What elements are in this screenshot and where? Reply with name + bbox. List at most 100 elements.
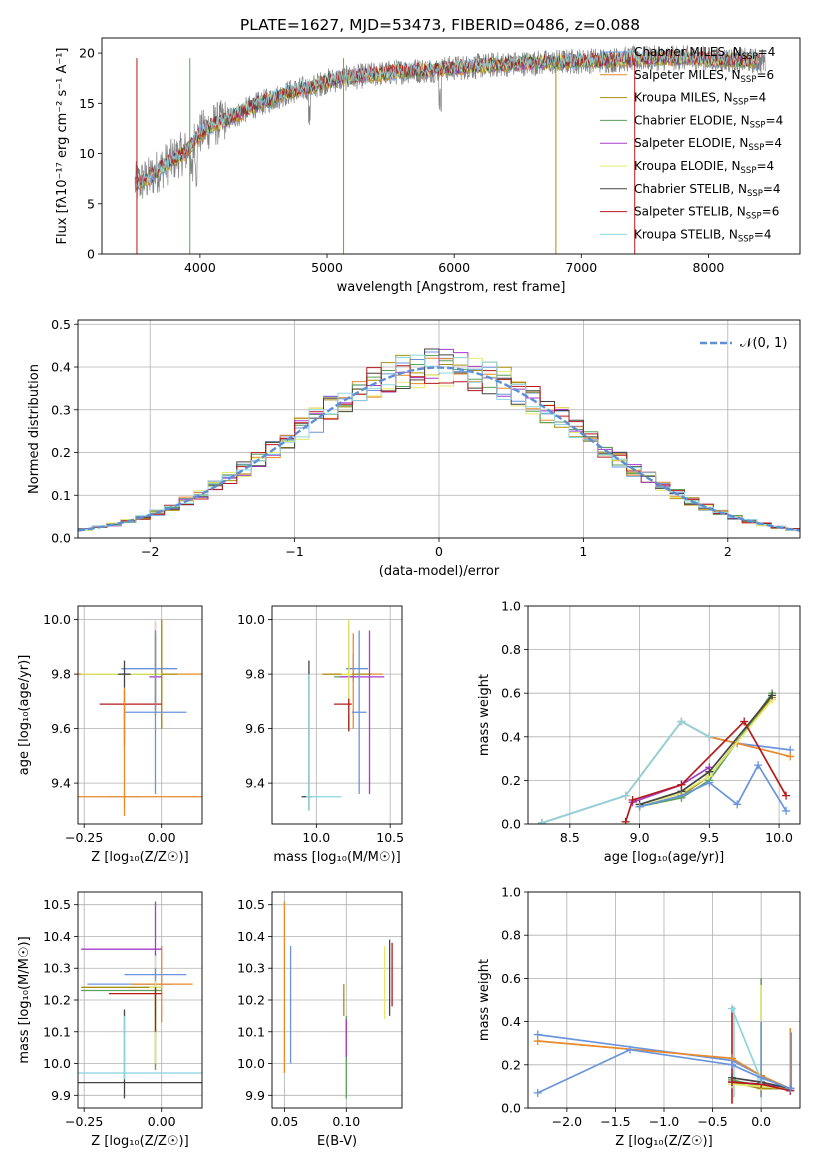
weight-marker — [621, 817, 630, 824]
errorbar-point — [351, 630, 367, 795]
y-tick-label: 10.2 — [237, 993, 265, 1008]
weight-marker — [768, 691, 777, 700]
weight-marker — [626, 1045, 634, 1054]
errorbar-point — [341, 619, 352, 715]
weight-marker — [782, 806, 791, 815]
y-tick-label: 1.0 — [501, 885, 521, 900]
x-tick-label: −2.0 — [552, 1114, 582, 1129]
age-vs-z-panel — [74, 606, 202, 828]
residuals-panel — [74, 320, 800, 542]
y-tick-label: 0.4 — [501, 1014, 521, 1029]
errorbar-point — [339, 630, 385, 795]
x-tick-label: 7000 — [565, 260, 597, 275]
x-axis-label: Z [log₁₀(Z/Z☉)] — [91, 850, 188, 865]
x-tick-label: 2 — [724, 544, 732, 559]
errorbar-point — [121, 635, 178, 702]
errorbar-point — [130, 946, 193, 1023]
weight-marker — [782, 791, 791, 800]
y-tick-label: 9.4 — [51, 776, 71, 791]
x-tick-label: 0.00 — [148, 1114, 176, 1129]
errorbar-point — [81, 984, 162, 1070]
model-spectrum — [135, 48, 760, 188]
y-tick-label: 0.0 — [501, 1101, 521, 1116]
legend-entry: Salpeter STELIB, NSSP=6 — [634, 205, 779, 222]
y-tick-label: 5 — [87, 196, 95, 211]
histograms — [78, 348, 800, 532]
errorbar-point — [124, 968, 187, 981]
x-tick-label: 0.05 — [270, 1114, 298, 1129]
axes-frame — [77, 319, 801, 539]
legend-entry: Kroupa ELODIE, NSSP=4 — [634, 159, 774, 176]
errorbar-point — [305, 674, 342, 811]
weight-lines — [537, 689, 795, 824]
x-tick-label: 8000 — [693, 260, 725, 275]
mass-vs-ebv-panel — [268, 892, 402, 1112]
weight-marker — [754, 761, 763, 770]
y-tick-label: 0.2 — [501, 1057, 521, 1072]
histogram-step — [78, 365, 800, 530]
x-tick-label: 10.5 — [376, 830, 404, 845]
y-axis-label: age [log₁₀(age/yr)] — [17, 655, 32, 776]
errorbar-point — [78, 1015, 202, 1080]
weight-series — [639, 694, 773, 806]
x-tick-label: 0.10 — [332, 1114, 360, 1129]
x-tick-label: 10.0 — [302, 830, 330, 845]
histogram-step — [78, 354, 800, 531]
errorbar-point — [99, 690, 162, 745]
y-tick-label: 10 — [79, 146, 95, 161]
legend-entry: Chabrier STELIB, NSSP=4 — [634, 182, 781, 199]
x-axis-label: Z [log₁₀(Z/Z☉)] — [615, 1134, 712, 1149]
weight-marker — [635, 802, 644, 811]
y-tick-label: 9.9 — [245, 1088, 265, 1103]
weight-series — [731, 1008, 762, 1081]
y-tick-label: 0.0 — [501, 817, 521, 832]
errorbars — [301, 619, 385, 811]
age-vs-mass-panel — [268, 606, 402, 828]
y-tick-label: 10.0 — [43, 612, 71, 627]
errorbar-point — [78, 1009, 202, 1099]
y-tick-label: 10.5 — [237, 897, 265, 912]
x-axis-label: E(B-V) — [317, 1134, 357, 1149]
weight-marker — [705, 767, 714, 776]
errorbars — [283, 901, 393, 1099]
errorbar-point — [81, 901, 162, 956]
y-tick-label: 10.5 — [43, 897, 71, 912]
legend-entry: 𝒩(0, 1) — [740, 336, 787, 351]
x-tick-label: 10.0 — [765, 830, 793, 845]
weight-marker — [677, 717, 686, 726]
weight-marker — [786, 752, 795, 761]
gaussian-curve — [78, 366, 800, 532]
y-axis-label: mass weight — [477, 674, 492, 756]
axes-frame — [271, 605, 403, 825]
x-tick-label: 4000 — [184, 260, 216, 275]
weight-marker — [740, 717, 749, 726]
y-tick-label: 9.8 — [51, 667, 71, 682]
mass-vs-z-panel — [74, 892, 202, 1112]
weight-series — [639, 763, 787, 812]
weight-marker — [621, 791, 630, 800]
weight-marker — [705, 778, 714, 787]
y-tick-label: 9.6 — [245, 721, 265, 736]
legend-entry: Chabrier ELODIE, NSSP=4 — [634, 113, 783, 130]
legend-entry: Salpeter ELODIE, NSSP=4 — [634, 136, 782, 153]
x-axis-label: wavelength [Angstrom, rest frame] — [337, 280, 566, 295]
x-tick-label: −1 — [285, 544, 303, 559]
weight-marker — [728, 1060, 736, 1069]
errorbars — [78, 901, 202, 1099]
y-tick-label: 0.4 — [501, 729, 521, 744]
y-tick-label: 1.0 — [501, 599, 521, 614]
x-tick-label: −0.25 — [65, 1114, 103, 1129]
y-tick-label: 10.4 — [43, 929, 71, 944]
spectrum-panel — [98, 52, 709, 258]
weight-marker — [537, 818, 546, 824]
weight-lines — [533, 978, 795, 1104]
y-tick-label: 0 — [87, 247, 95, 262]
axes-frame — [527, 891, 801, 1109]
x-tick-label: 0.0 — [751, 1114, 771, 1129]
y-axis-label: Normed distribution — [27, 364, 42, 494]
y-tick-label: 0.1 — [51, 488, 71, 503]
weight-series — [639, 699, 773, 806]
y-axis-label: mass [log₁₀(M/M☉)] — [17, 936, 32, 1063]
y-tick-label: 10.2 — [43, 993, 71, 1008]
